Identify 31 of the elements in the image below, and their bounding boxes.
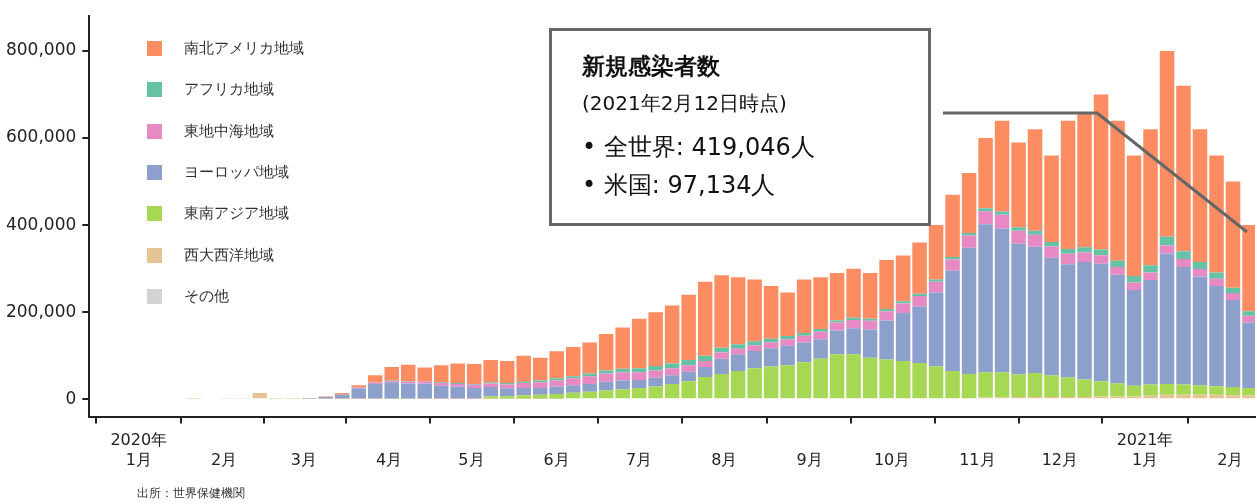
x-tick-label: 2月 (210, 449, 238, 469)
y-tick-label: 800,000 (5, 39, 77, 60)
annotation: • 全世界: 419,046人 (582, 132, 816, 163)
x-tick-label: 11月 (959, 449, 996, 469)
x-tick-label: 5月 (458, 449, 485, 469)
legend-label: 西大西洋地域 (184, 245, 274, 265)
annotation: • 米国: 97,134人 (582, 170, 777, 201)
legend-label: アフリカ地域 (184, 80, 274, 100)
legend-label: 東南アジア地域 (184, 204, 289, 224)
y-tick-label: 600,000 (5, 126, 77, 147)
y-tick-label: 200,000 (5, 300, 77, 321)
annotation: (2021年2月12日時点) (582, 90, 788, 117)
x-tick-label: 4月 (375, 449, 403, 469)
annotation: 新規感染者数 (582, 52, 721, 81)
legend-label: 南北アメリカ地域 (184, 39, 304, 59)
x-tick-label: 2月 (1217, 449, 1244, 469)
legend-label: ヨーロッパ地域 (184, 163, 289, 183)
y-tick-label: 400,000 (5, 213, 77, 234)
x-tick-label: 2021年 1月 (1116, 430, 1174, 469)
y-tick-label: 0 (65, 387, 77, 408)
text: 出所：世界保健機関 (137, 485, 245, 502)
x-tick-label: 3月 (290, 449, 317, 469)
x-tick-label: 2020年 1月 (110, 430, 168, 469)
x-tick-label: 7月 (626, 449, 653, 469)
legend-label: その他 (184, 286, 229, 306)
legend-label: 東地中海地域 (184, 121, 274, 141)
x-tick-label: 12月 (1041, 449, 1078, 469)
x-tick-label: 8月 (711, 449, 738, 469)
x-tick-label: 9月 (796, 449, 823, 469)
x-tick-label: 6月 (543, 449, 570, 469)
x-tick-label: 10月 (873, 449, 911, 469)
